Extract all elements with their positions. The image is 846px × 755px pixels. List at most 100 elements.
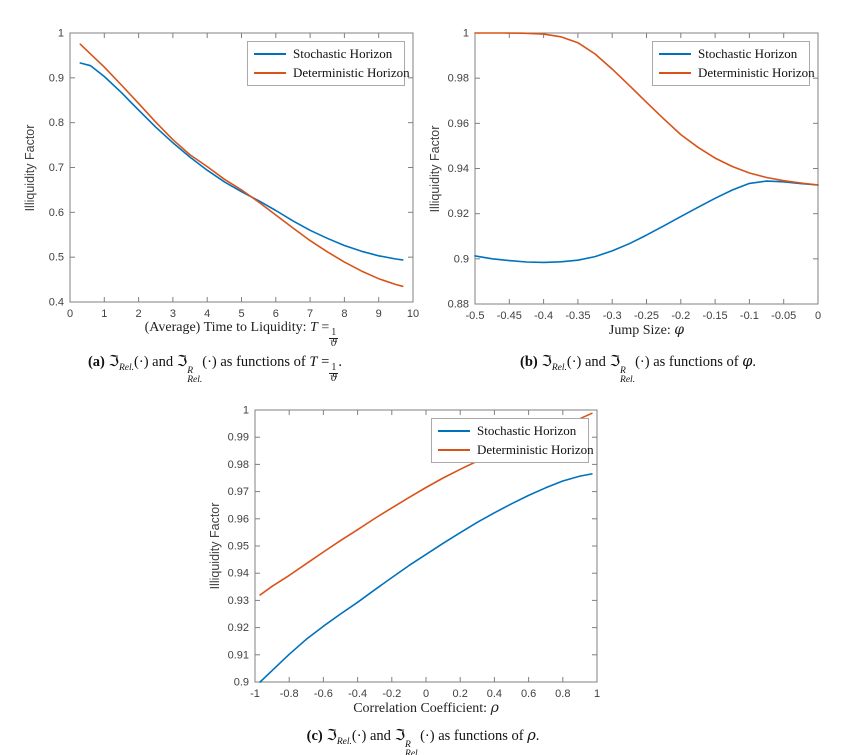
svg-text:3: 3 [170, 308, 176, 320]
chart-b: -0.5 -0.45 -0.4 -0.35 -0.3 -0.25 -0.2 -0.15 -0.1… [428, 0, 846, 348]
svg-text:0.6: 0.6 [49, 207, 64, 219]
svg-text:0.98: 0.98 [228, 459, 249, 471]
chart-b-xlabel-var: φ [674, 322, 685, 338]
legend-label: Stochastic Horizon [698, 46, 798, 61]
chart-c-xlabel-text: Correlation Coefficient: [353, 701, 488, 716]
svg-text:-1: -1 [250, 688, 260, 700]
legend-line-deterministic [659, 72, 691, 74]
chart-a-xlabel: (Average) Time to Liquidity: T = 1 ϑ [70, 320, 413, 349]
svg-text:0.93: 0.93 [228, 595, 249, 607]
legend-label: Deterministic Horizon [293, 65, 410, 80]
caption-b-tag: (b) [520, 354, 538, 370]
caption-a-tag: (a) [87, 354, 105, 370]
svg-text:1: 1 [101, 308, 107, 320]
svg-text:7: 7 [307, 308, 313, 320]
svg-text:0.96: 0.96 [448, 118, 469, 130]
legend-label: Stochastic Horizon [293, 46, 393, 61]
svg-text:2: 2 [136, 308, 142, 320]
legend-row: Deterministic Horizon [438, 442, 594, 458]
svg-text:0.88: 0.88 [448, 299, 469, 311]
svg-text:-0.4: -0.4 [348, 688, 367, 700]
svg-text:1: 1 [58, 28, 64, 40]
svg-text:-0.8: -0.8 [280, 688, 299, 700]
svg-text:9: 9 [376, 308, 382, 320]
svg-text:-0.1: -0.1 [740, 310, 759, 322]
chart-c: -1 -0.8 -0.6 -0.4 -0.2 0 0.2 0.4 0.6 0.8 1 0.9 0.91 0… [180, 385, 610, 720]
svg-text:0.7: 0.7 [49, 162, 64, 174]
svg-text:-0.3: -0.3 [603, 310, 622, 322]
chart-a-xlabel-var: T [310, 320, 318, 335]
caption-c-tag: (c) [306, 728, 323, 744]
svg-text:-0.4: -0.4 [534, 310, 553, 322]
svg-text:0.99: 0.99 [228, 432, 249, 444]
chart-a: 0 1 2 3 4 5 6 7 8 9 10 0.4 0.5 0.6 0.7 0.8 0.9 1 Illiquid… [0, 0, 430, 349]
caption-b: (b) ℑRel.(·) and ℑ R Rel. (·) as functions … [520, 352, 756, 385]
svg-text:-0.2: -0.2 [671, 310, 690, 322]
svg-text:0.8: 0.8 [49, 117, 64, 129]
svg-text:-0.6: -0.6 [314, 688, 333, 700]
svg-text:0.94: 0.94 [448, 163, 469, 175]
svg-text:0.97: 0.97 [228, 486, 249, 498]
fraktur-I: ℑ [326, 726, 337, 744]
svg-text:0.4: 0.4 [49, 297, 64, 309]
chart-c-ylabel: Illiquidity Factor [208, 502, 222, 590]
legend-line-stochastic [438, 430, 470, 432]
chart-c-xlabel: Correlation Coefficient: ρ [255, 700, 597, 717]
legend-label: Deterministic Horizon [698, 65, 815, 80]
fraktur-I: ℑ [609, 352, 621, 370]
fraktur-I: ℑ [108, 352, 119, 370]
chart-a-xlabel-text: (Average) Time to Liquidity: [144, 320, 307, 335]
chart-a-legend: Stochastic Horizon Deterministic Horizon [247, 41, 410, 86]
svg-text:0.95: 0.95 [228, 541, 249, 553]
svg-text:-0.15: -0.15 [703, 310, 728, 322]
svg-text:5: 5 [238, 308, 244, 320]
legend-row: Stochastic Horizon [254, 46, 398, 62]
legend-line-deterministic [438, 449, 470, 451]
svg-text:6: 6 [273, 308, 279, 320]
svg-text:0.9: 0.9 [454, 253, 469, 265]
svg-text:0: 0 [67, 308, 73, 320]
svg-text:0.91: 0.91 [228, 649, 249, 661]
legend-line-stochastic [659, 53, 691, 55]
legend-row: Deterministic Horizon [659, 65, 815, 81]
legend-line-stochastic [254, 53, 286, 55]
sup-sub-stack: R Rel. [620, 366, 636, 385]
sup-sub-stack: R Rel. [405, 740, 421, 755]
svg-text:-0.2: -0.2 [382, 688, 401, 700]
svg-text:-0.25: -0.25 [634, 310, 659, 322]
chart-b-legend: Stochastic Horizon Deterministic Horizon [652, 41, 815, 86]
svg-text:0.2: 0.2 [453, 688, 468, 700]
chart-c-legend: Stochastic Horizon Deterministic Horizon [431, 418, 594, 463]
sup-sub-stack: R Rel. [187, 366, 203, 385]
chart-c-xlabel-var: ρ [490, 700, 499, 716]
fraktur-I: ℑ [541, 352, 552, 370]
legend-row: Deterministic Horizon [254, 65, 410, 81]
svg-text:-0.35: -0.35 [565, 310, 590, 322]
svg-text:1: 1 [463, 28, 469, 40]
svg-text:0.6: 0.6 [521, 688, 536, 700]
svg-text:1: 1 [243, 405, 249, 417]
chart-b-xlabel-text: Jump Size: [608, 323, 671, 338]
svg-text:-0.05: -0.05 [771, 310, 796, 322]
fraktur-I: ℑ [176, 352, 188, 370]
legend-label: Stochastic Horizon [477, 423, 577, 438]
svg-text:1: 1 [594, 688, 600, 700]
svg-text:-0.45: -0.45 [497, 310, 522, 322]
svg-text:-0.5: -0.5 [466, 310, 485, 322]
svg-text:0.5: 0.5 [49, 252, 64, 264]
svg-text:0.96: 0.96 [228, 513, 249, 525]
fraktur-I: ℑ [394, 726, 406, 744]
svg-text:0.9: 0.9 [49, 72, 64, 84]
svg-text:10: 10 [407, 308, 419, 320]
chart-b-xlabel: Jump Size: φ [475, 322, 818, 339]
legend-row: Stochastic Horizon [438, 423, 582, 439]
svg-text:0.8: 0.8 [555, 688, 570, 700]
svg-text:0: 0 [423, 688, 429, 700]
chart-a-ylabel: Illiquidity Factor [23, 124, 37, 211]
caption-c: (c) ℑRel.(·) and ℑ R Rel. (·) as functions … [0, 726, 846, 755]
caption-a: (a) ℑRel.(·) and ℑ R Rel. (·) as functions … [87, 352, 343, 385]
legend-row: Stochastic Horizon [659, 46, 803, 62]
